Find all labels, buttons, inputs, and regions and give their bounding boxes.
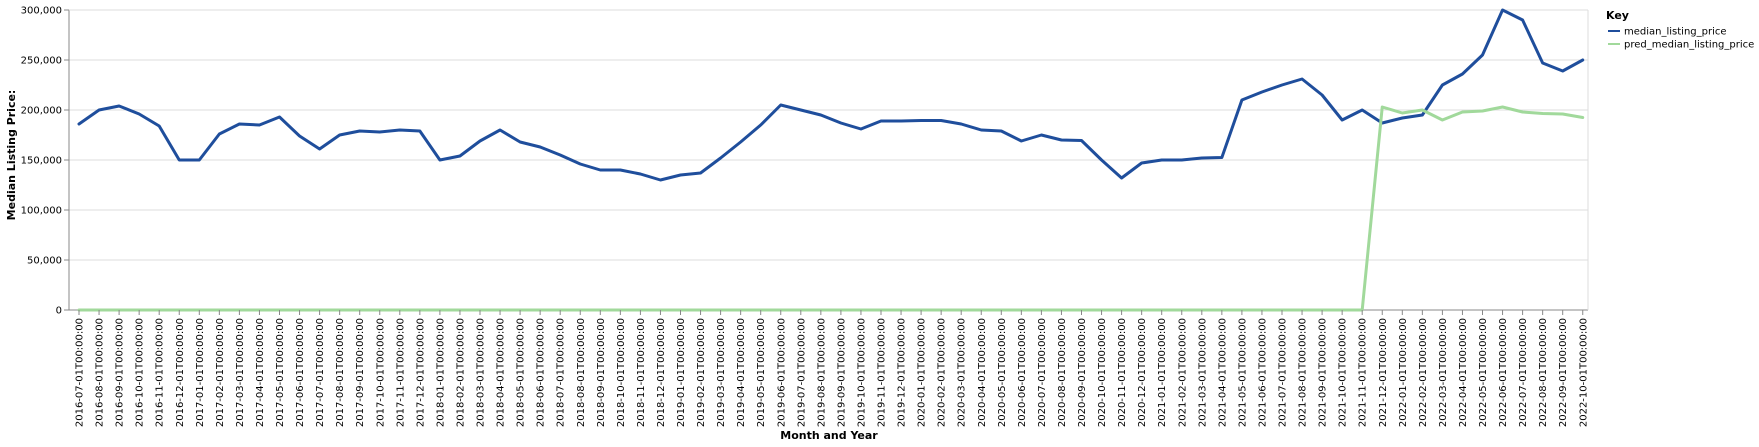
x-tick-label: 2022-03-01T00:00:00 xyxy=(1438,318,1449,427)
x-tick-label: 2022-05-01T00:00:00 xyxy=(1478,318,1489,427)
x-tick-label: 2019-12-01T00:00:00 xyxy=(897,318,908,427)
x-tick-label: 2019-11-01T00:00:00 xyxy=(877,318,888,427)
x-tick-label: 2017-09-01T00:00:00 xyxy=(355,318,366,427)
x-tick-label: 2021-05-01T00:00:00 xyxy=(1237,318,1248,427)
x-tick-label: 2018-09-01T00:00:00 xyxy=(596,318,607,427)
x-tick-label: 2020-01-01T00:00:00 xyxy=(917,318,928,427)
x-tick-label: 2021-02-01T00:00:00 xyxy=(1177,318,1188,427)
x-tick-label: 2022-10-01T00:00:00 xyxy=(1578,318,1589,427)
x-tick-label: 2017-03-01T00:00:00 xyxy=(235,318,246,427)
x-tick-label: 2018-04-01T00:00:00 xyxy=(496,318,507,427)
x-tick-label: 2021-08-01T00:00:00 xyxy=(1298,318,1309,427)
x-axis: 2016-07-01T00:00:00 2016-08-01T00:00:00 20… xyxy=(75,310,1589,427)
x-tick-label: 2019-03-01T00:00:00 xyxy=(716,318,727,427)
x-tick-label: 2019-05-01T00:00:00 xyxy=(756,318,767,427)
x-tick-label: 2020-03-01T00:00:00 xyxy=(957,318,968,427)
x-tick-label: 2017-04-01T00:00:00 xyxy=(255,318,266,427)
x-tick-label: 2018-01-01T00:00:00 xyxy=(435,318,446,427)
x-tick-label: 2020-05-01T00:00:00 xyxy=(997,318,1008,427)
x-tick-label: 2016-11-01T00:00:00 xyxy=(155,318,166,427)
x-tick-label: 2017-05-01T00:00:00 xyxy=(275,318,286,427)
x-tick-label: 2018-10-01T00:00:00 xyxy=(616,318,627,427)
x-tick-label: 2022-02-01T00:00:00 xyxy=(1418,318,1429,427)
x-tick-label: 2017-06-01T00:00:00 xyxy=(295,318,306,427)
x-tick-label: 2017-12-01T00:00:00 xyxy=(415,318,426,427)
y-axis-title: Median Listing Price: xyxy=(5,90,18,221)
y-tick-label: 250,000 xyxy=(21,56,62,67)
y-tick-label: 50,000 xyxy=(27,256,62,267)
x-tick-label: 2019-06-01T00:00:00 xyxy=(776,318,787,427)
x-tick-label: 2019-10-01T00:00:00 xyxy=(856,318,867,427)
x-tick-label: 2018-08-01T00:00:00 xyxy=(576,318,587,427)
x-tick-label: 2020-09-01T00:00:00 xyxy=(1077,318,1088,427)
legend-label: median_listing_price xyxy=(1624,27,1727,38)
legend-title: Key xyxy=(1606,9,1629,22)
x-tick-label: 2019-02-01T00:00:00 xyxy=(696,318,707,427)
x-tick-label: 2018-02-01T00:00:00 xyxy=(455,318,466,427)
x-tick-label: 2019-08-01T00:00:00 xyxy=(816,318,827,427)
x-tick-label: 2018-12-01T00:00:00 xyxy=(656,318,667,427)
x-tick-label: 2020-11-01T00:00:00 xyxy=(1117,318,1128,427)
x-tick-label: 2019-04-01T00:00:00 xyxy=(736,318,747,427)
x-tick-label: 2018-03-01T00:00:00 xyxy=(476,318,487,427)
y-tick-label: 100,000 xyxy=(21,206,62,217)
x-tick-label: 2016-10-01T00:00:00 xyxy=(135,318,146,427)
x-tick-label: 2021-03-01T00:00:00 xyxy=(1197,318,1208,427)
x-tick-label: 2020-10-01T00:00:00 xyxy=(1097,318,1108,427)
x-tick-label: 2018-06-01T00:00:00 xyxy=(536,318,547,427)
x-tick-label: 2020-02-01T00:00:00 xyxy=(937,318,948,427)
legend-label: pred_median_listing_price xyxy=(1624,40,1754,51)
x-tick-label: 2019-07-01T00:00:00 xyxy=(796,318,807,427)
x-tick-label: 2017-08-01T00:00:00 xyxy=(335,318,346,427)
y-tick-label: 200,000 xyxy=(21,106,62,117)
x-tick-label: 2022-09-01T00:00:00 xyxy=(1558,318,1569,427)
x-tick-label: 2020-07-01T00:00:00 xyxy=(1037,318,1048,427)
x-tick-label: 2022-08-01T00:00:00 xyxy=(1538,318,1549,427)
x-tick-label: 2020-12-01T00:00:00 xyxy=(1137,318,1148,427)
x-tick-label: 2017-07-01T00:00:00 xyxy=(315,318,326,427)
x-tick-label: 2021-10-01T00:00:00 xyxy=(1338,318,1349,427)
x-tick-label: 2022-07-01T00:00:00 xyxy=(1518,318,1529,427)
x-tick-label: 2017-11-01T00:00:00 xyxy=(395,318,406,427)
legend: Key median_listing_price pred_median_list… xyxy=(1606,9,1754,51)
x-tick-label: 2018-11-01T00:00:00 xyxy=(636,318,647,427)
x-tick-label: 2017-01-01T00:00:00 xyxy=(195,318,206,427)
x-tick-label: 2016-12-01T00:00:00 xyxy=(175,318,186,427)
x-tick-label: 2021-01-01T00:00:00 xyxy=(1157,318,1168,427)
x-tick-label: 2021-09-01T00:00:00 xyxy=(1318,318,1329,427)
x-tick-label: 2016-09-01T00:00:00 xyxy=(115,318,126,427)
x-tick-label: 2017-02-01T00:00:00 xyxy=(215,318,226,427)
x-tick-label: 2021-12-01T00:00:00 xyxy=(1378,318,1389,427)
x-tick-label: 2021-06-01T00:00:00 xyxy=(1257,318,1268,427)
x-tick-label: 2019-01-01T00:00:00 xyxy=(676,318,687,427)
x-tick-label: 2021-04-01T00:00:00 xyxy=(1217,318,1228,427)
series-line-pred-median-listing-price xyxy=(77,105,1585,312)
x-tick-label: 2017-10-01T00:00:00 xyxy=(375,318,386,427)
y-axis: 0 50,000 100,000 150,000 200,000 250,000 300,0… xyxy=(21,6,69,317)
x-tick-label: 2020-06-01T00:00:00 xyxy=(1017,318,1028,427)
x-tick-label: 2021-07-01T00:00:00 xyxy=(1278,318,1289,427)
x-tick-label: 2022-04-01T00:00:00 xyxy=(1458,318,1469,427)
x-tick-label: 2018-07-01T00:00:00 xyxy=(556,318,567,427)
y-tick-label: 300,000 xyxy=(21,6,62,17)
series-lines xyxy=(77,8,1585,312)
y-tick-label: 0 xyxy=(56,306,62,317)
x-axis-title: Month and Year xyxy=(780,429,878,442)
gridlines xyxy=(69,9,1588,311)
x-tick-label: 2018-05-01T00:00:00 xyxy=(516,318,527,427)
y-tick-label: 150,000 xyxy=(21,156,62,167)
x-tick-label: 2016-08-01T00:00:00 xyxy=(95,318,106,427)
x-tick-label: 2022-01-01T00:00:00 xyxy=(1398,318,1409,427)
x-tick-label: 2021-11-01T00:00:00 xyxy=(1358,318,1369,427)
series-line-median-listing-price xyxy=(77,8,1585,182)
x-tick-label: 2020-08-01T00:00:00 xyxy=(1057,318,1068,427)
x-tick-label: 2016-07-01T00:00:00 xyxy=(75,318,86,427)
x-tick-label: 2020-04-01T00:00:00 xyxy=(977,318,988,427)
x-tick-label: 2019-09-01T00:00:00 xyxy=(836,318,847,427)
x-tick-label: 2022-06-01T00:00:00 xyxy=(1498,318,1509,427)
